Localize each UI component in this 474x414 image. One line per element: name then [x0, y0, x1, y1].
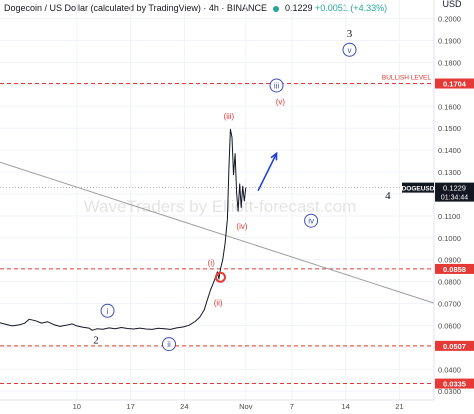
price-layer: [0, 128, 247, 331]
level-price-tag: [435, 78, 474, 89]
current-price-label: 0.1229: [443, 184, 466, 193]
x-tick-label: 21: [395, 402, 403, 411]
wave-label: i: [107, 307, 109, 316]
level-price-label: 0.0507: [443, 342, 466, 351]
y-tick-label: 0.0600: [438, 321, 461, 330]
wave-label: (i): [208, 258, 215, 267]
trendline: [0, 161, 435, 304]
time-axis-bg: [0, 400, 474, 414]
symbol-tag-label: DOGEUSD: [402, 186, 435, 193]
horizontal-levels: BULLISH LEVEL: [0, 75, 434, 385]
wave-ii-marker: [214, 271, 226, 283]
wave-label: iv: [308, 217, 314, 226]
x-tick-label: 10: [73, 402, 81, 411]
forecast-arrow-head: [270, 151, 278, 161]
currency-label: USD: [442, 0, 462, 9]
y-tick-label: 0.1100: [438, 212, 460, 221]
y-tick-label: 0.0900: [438, 256, 461, 265]
wave-label-circle: [161, 337, 176, 352]
wave-degree-label: 2: [93, 335, 99, 347]
x-tick-label: 14: [341, 402, 349, 411]
x-tick-label: 17: [126, 402, 134, 411]
chart-header: Dogecoin / US Dollar (calculated by Trad…: [4, 3, 387, 13]
level-price-tag: [435, 263, 474, 274]
forecast-arrow-layer: [257, 151, 278, 192]
wave-label: iii: [274, 81, 280, 90]
level-price-label: 0.1704: [443, 80, 467, 89]
x-tick-label: 24: [180, 402, 188, 411]
time-axis: 10 17 24 Nov 7 14 21: [0, 399, 474, 414]
wave-label: ii: [167, 340, 171, 349]
wave-degree-label: 3: [347, 28, 353, 40]
level-price-tag: [435, 340, 474, 351]
market-status-dot-icon: [273, 5, 280, 12]
y-tick-label: 0.2000: [438, 15, 461, 24]
last-price: 0.1229: [284, 3, 313, 13]
wave-label: (iv): [236, 222, 247, 231]
wave-label-circle: [304, 213, 319, 228]
level-price-label: 0.0335: [443, 380, 466, 389]
wave-label-circle: [269, 78, 284, 93]
wave-label: (iii): [224, 112, 235, 121]
y-tick-label: 0.0400: [438, 365, 461, 374]
y-tick-label: 0.1600: [438, 102, 461, 111]
level-price-label: 0.0858: [443, 265, 466, 274]
y-tick-label: 0.1800: [438, 58, 461, 67]
y-tick-label: 0.0700: [438, 300, 461, 309]
y-tick-label: 0.1500: [438, 124, 461, 133]
y-tick-label: 0.1000: [438, 234, 461, 243]
price-axis: 0.20000.19000.18000.17000.16000.15000.14…: [402, 0, 474, 414]
x-tick-label: 7: [290, 402, 294, 411]
wave-label-circle: [100, 303, 115, 318]
watermark: WaveTraders by Elliott-forecast.com: [84, 197, 357, 216]
symbol-tag: [402, 182, 434, 193]
current-price-tag: [435, 182, 474, 202]
price-line: [0, 128, 247, 331]
y-tick-label: 0.0300: [438, 387, 461, 396]
grid: [0, 0, 434, 400]
y-tick-label: 0.1900: [438, 37, 461, 46]
price-change: +0.0051 (+4.33%): [315, 3, 388, 13]
wave-label: (ii): [214, 299, 223, 308]
wave-degree-label: 4: [385, 190, 391, 202]
y-tick-label: 0.1400: [438, 146, 461, 155]
wave-label: v: [348, 46, 352, 55]
trendline-layer: [0, 161, 435, 304]
forecast-arrow: [257, 153, 278, 192]
y-tick-label: 0.1300: [438, 168, 461, 177]
level-text: BULLISH LEVEL: [382, 75, 432, 82]
level-price-tag: [435, 378, 474, 389]
wave-label-circle: [342, 42, 357, 57]
y-tick-label: 0.0800: [438, 278, 461, 287]
x-tick-label: Nov: [239, 402, 253, 411]
symbol-title: Dogecoin / US Dollar (calculated by Trad…: [4, 3, 267, 13]
countdown-label: 01:34:44: [441, 195, 468, 202]
wave-label: (v): [276, 97, 286, 106]
